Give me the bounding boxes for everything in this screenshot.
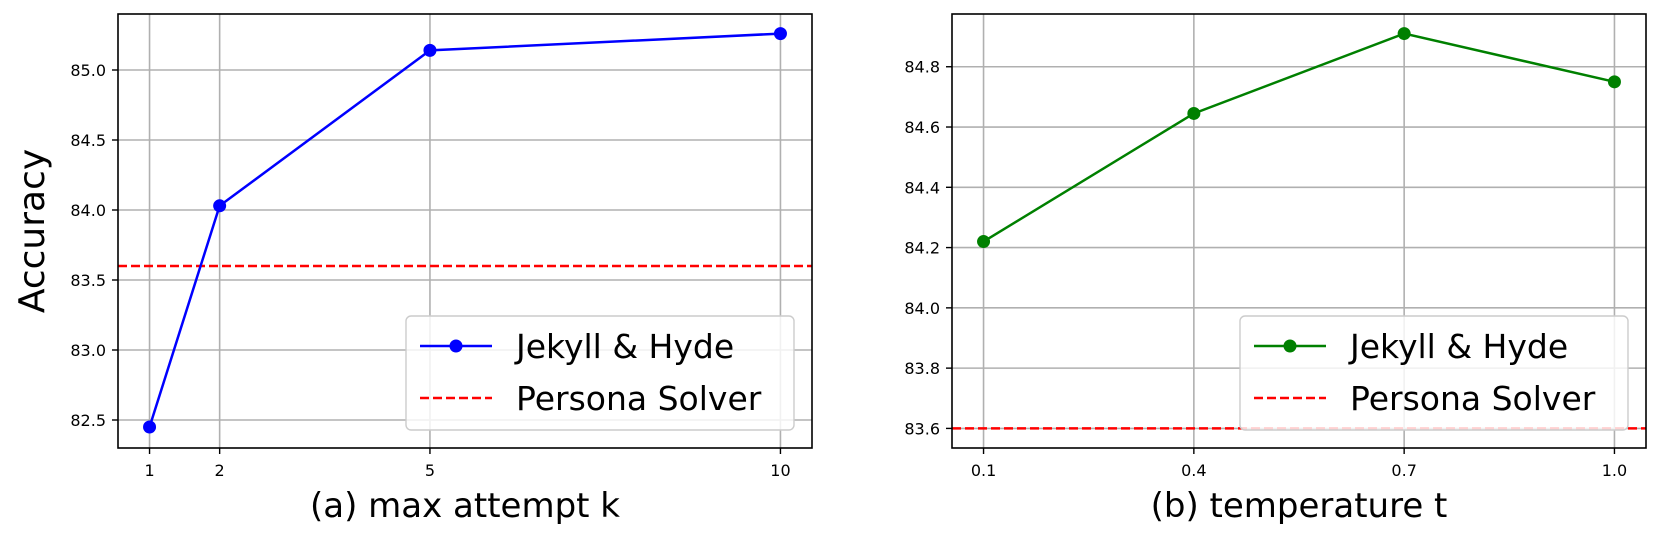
x-tick-label: 0.7 xyxy=(1391,461,1416,480)
data-point xyxy=(143,420,157,434)
data-point xyxy=(1187,106,1201,120)
data-point xyxy=(423,43,437,57)
legend-label: Jekyll & Hyde xyxy=(1348,327,1568,366)
legend-swatch-marker xyxy=(1283,339,1297,353)
y-tick-label: 83.5 xyxy=(70,271,106,290)
legend: Jekyll & Hyde Persona Solver xyxy=(1239,315,1629,431)
y-tick-label: 83.8 xyxy=(904,359,940,378)
y-tick-label: 84.0 xyxy=(70,201,106,220)
chart-panel-1: 1 2 5 10 82.5 83.0 83.5 84.0 84.5 85.0 (a) max att… xyxy=(12,13,813,526)
data-point xyxy=(1607,75,1621,89)
legend-label: Persona Solver xyxy=(516,379,762,418)
y-tick-label: 83.6 xyxy=(904,419,940,438)
series-line xyxy=(148,32,781,428)
y-tick-label: 84.0 xyxy=(904,299,940,318)
x-tick-label: 10 xyxy=(770,461,790,480)
plot-frame xyxy=(951,13,1647,449)
series-line xyxy=(982,32,1615,243)
y-tick-label: 82.5 xyxy=(70,411,106,430)
legend: Jekyll & Hyde Persona Solver xyxy=(405,315,795,431)
data-point xyxy=(213,199,227,213)
legend-box xyxy=(1239,315,1629,431)
plot-frame xyxy=(117,13,813,449)
x-tick-label: 5 xyxy=(425,461,435,480)
data-point xyxy=(977,235,991,249)
y-tick-label: 84.8 xyxy=(904,58,940,77)
x-tick-label: 0.4 xyxy=(1181,461,1206,480)
y-tick-label: 84.5 xyxy=(70,131,106,150)
data-point xyxy=(1397,27,1411,41)
x-tick-label: 1.0 xyxy=(1602,461,1627,480)
x-axis-label: (a) max attempt k xyxy=(310,486,620,526)
x-axis-label: (b) temperature t xyxy=(1151,486,1448,526)
y-tick-label: 84.4 xyxy=(904,178,940,197)
legend-swatch-marker xyxy=(449,339,463,353)
y-tick-label: 85.0 xyxy=(70,61,106,80)
legend-box xyxy=(405,315,795,431)
y-tick-label: 84.2 xyxy=(904,239,940,258)
x-tick-label: 0.1 xyxy=(971,461,996,480)
legend-label: Jekyll & Hyde xyxy=(514,327,734,366)
chart-panel-2: 0.1 0.4 0.7 1.0 83.6 83.8 84.0 84.2 84.4 84.6 84.8… xyxy=(904,13,1647,526)
legend-label: Persona Solver xyxy=(1350,379,1596,418)
x-tick-label: 1 xyxy=(144,461,154,480)
data-point xyxy=(773,27,787,41)
y-tick-label: 84.6 xyxy=(904,118,940,137)
x-tick-label: 2 xyxy=(215,461,225,480)
y-axis-label: Accuracy xyxy=(12,149,53,313)
y-tick-label: 83.0 xyxy=(70,341,106,360)
